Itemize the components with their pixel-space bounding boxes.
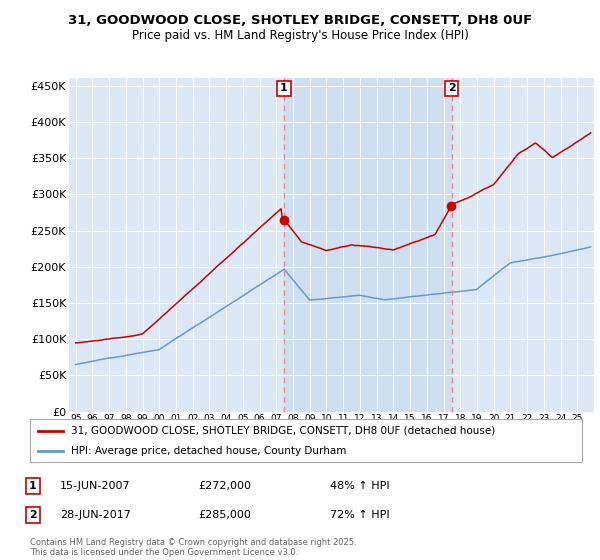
Text: 31, GOODWOOD CLOSE, SHOTLEY BRIDGE, CONSETT, DH8 0UF (detached house): 31, GOODWOOD CLOSE, SHOTLEY BRIDGE, CONS… [71, 426, 496, 436]
Text: Price paid vs. HM Land Registry's House Price Index (HPI): Price paid vs. HM Land Registry's House … [131, 29, 469, 42]
Text: 72% ↑ HPI: 72% ↑ HPI [330, 510, 389, 520]
Text: 2: 2 [29, 510, 37, 520]
Text: 2: 2 [448, 83, 455, 94]
Text: HPI: Average price, detached house, County Durham: HPI: Average price, detached house, Coun… [71, 446, 347, 456]
Text: £285,000: £285,000 [198, 510, 251, 520]
Text: 1: 1 [29, 481, 37, 491]
Text: Contains HM Land Registry data © Crown copyright and database right 2025.
This d: Contains HM Land Registry data © Crown c… [30, 538, 356, 557]
Bar [284, 78, 452, 412]
Text: 48% ↑ HPI: 48% ↑ HPI [330, 481, 389, 491]
Text: 15-JUN-2007: 15-JUN-2007 [60, 481, 131, 491]
Text: £272,000: £272,000 [198, 481, 251, 491]
Text: 31, GOODWOOD CLOSE, SHOTLEY BRIDGE, CONSETT, DH8 0UF: 31, GOODWOOD CLOSE, SHOTLEY BRIDGE, CONS… [68, 14, 532, 27]
Text: 1: 1 [280, 83, 288, 94]
Text: 28-JUN-2017: 28-JUN-2017 [60, 510, 131, 520]
